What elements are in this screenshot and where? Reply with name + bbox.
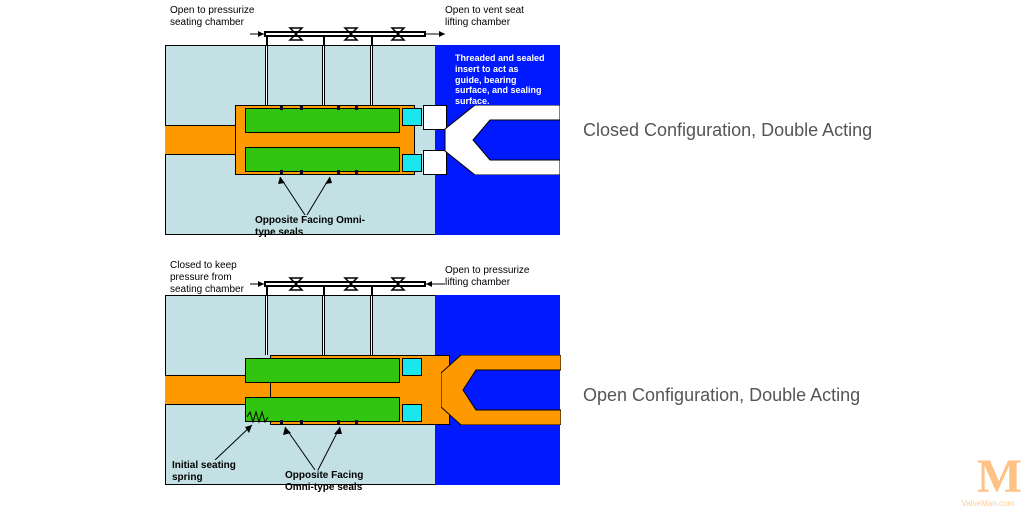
- closed-title: Closed Configuration, Double Acting: [583, 120, 872, 141]
- seal-block-top: [245, 358, 400, 383]
- bot-right-label: Open to pressurizelifting chamber: [445, 265, 530, 289]
- flow-y-open: [441, 355, 561, 425]
- lifting-chamber-top: [402, 358, 422, 376]
- seal-block-bot: [245, 147, 400, 172]
- brand-text: ValveMan.com: [962, 499, 1014, 508]
- manifold: [250, 20, 450, 48]
- flow-y-closed: [415, 105, 560, 175]
- seal-block-top: [245, 108, 400, 133]
- brand-logo: M: [977, 449, 1016, 504]
- top-left-label: Open to pressurizeseating chamber: [170, 5, 255, 29]
- insert-label: Threaded and sealed insert to act as gui…: [455, 53, 545, 107]
- manifold: [250, 270, 450, 298]
- spring-label: Initial seatingspring: [172, 460, 236, 484]
- spring-leader: [210, 420, 260, 460]
- seals-label-top: Opposite Facing Omni-type seals: [255, 215, 365, 239]
- seals-leader: [275, 175, 355, 215]
- open-title: Open Configuration, Double Acting: [583, 385, 860, 406]
- bot-left-label: Closed to keep pressure from seating cha…: [170, 260, 244, 296]
- top-right-label: Open to vent seatlifting chamber: [445, 5, 524, 29]
- lifting-chamber-bot: [402, 404, 422, 422]
- seals-leader-bot: [280, 425, 360, 470]
- seals-label-bot: Opposite FacingOmni-type seals: [285, 470, 363, 494]
